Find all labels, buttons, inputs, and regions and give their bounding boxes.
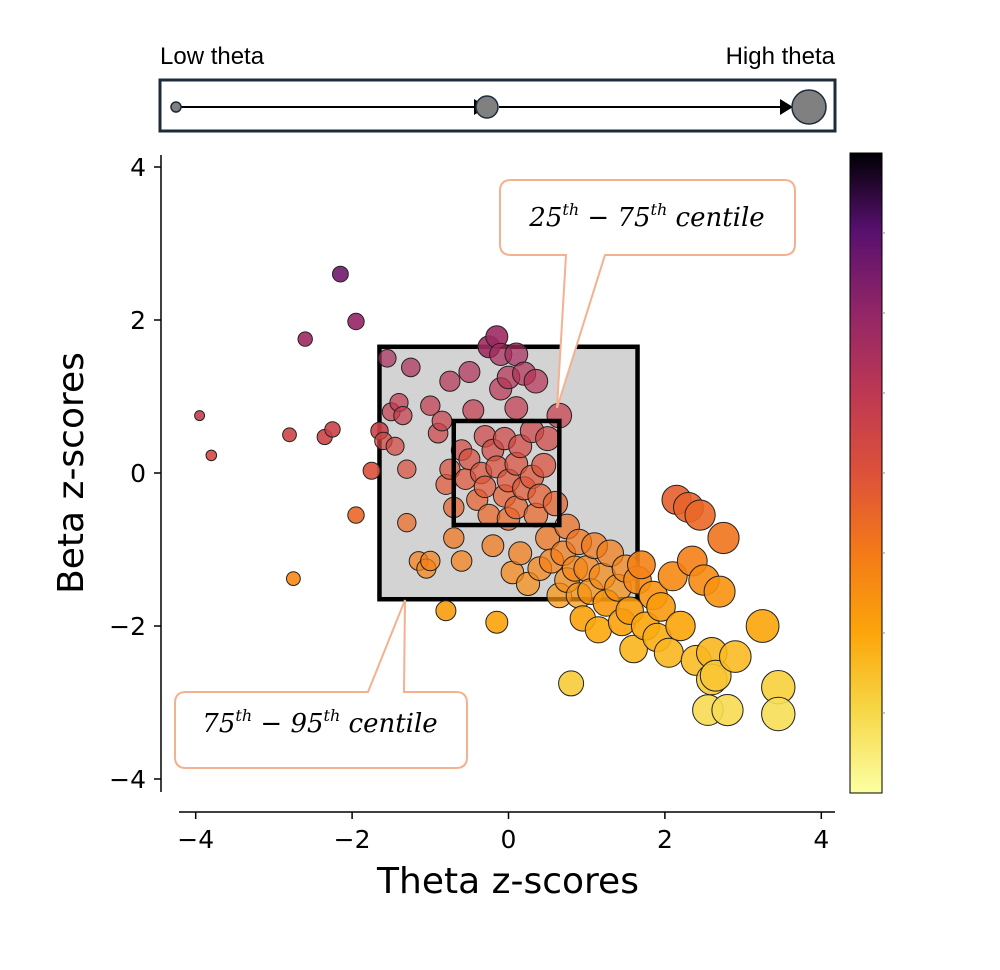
- callout-iqr-text: 25th − 75th centile: [528, 200, 764, 233]
- scatter-point: [761, 696, 796, 732]
- callout-outer-text: 75th − 95th centile: [202, 706, 437, 739]
- callout-outer: 75th − 95th centile: [174, 599, 468, 769]
- scatter-point: [531, 452, 557, 478]
- scatter-point: [420, 550, 441, 572]
- scatter-point: [401, 357, 421, 378]
- scatter-point: [397, 513, 417, 533]
- scatter-point: [542, 490, 569, 517]
- scatter-point: [324, 421, 341, 438]
- scatter-point: [347, 312, 365, 331]
- scatter-point: [362, 461, 381, 480]
- scatter-point: [508, 541, 533, 566]
- callout-iqr: 25th − 75th centile: [499, 179, 796, 409]
- y-axis-ticks: −4 −2 0 2 4: [109, 153, 161, 794]
- size-legend-small-marker: [170, 101, 182, 113]
- scatter-point: [439, 370, 461, 392]
- centile-box-rect: [451, 418, 562, 528]
- size-legend-high-label: High theta: [726, 43, 836, 70]
- scatter-point: [627, 550, 656, 580]
- x-tick-label: 4: [813, 825, 829, 854]
- scatter-point: [431, 410, 453, 432]
- scatter-point: [297, 331, 313, 347]
- scatter-point: [646, 592, 676, 622]
- scatter-point: [485, 610, 509, 634]
- y-tick-label: 2: [130, 306, 146, 335]
- scatter-point: [653, 637, 684, 668]
- size-legend-arrowhead-2: [780, 99, 793, 115]
- scatter-point: [703, 575, 736, 608]
- scatter-point: [477, 503, 501, 527]
- scatter-point: [707, 521, 740, 555]
- scatter-point: [699, 659, 732, 692]
- scatter-point: [378, 349, 397, 368]
- scatter-point: [286, 571, 301, 586]
- scatter-point: [535, 426, 561, 452]
- scatter-point: [584, 616, 613, 644]
- scatter-point: [684, 499, 716, 531]
- scatter-point: [282, 427, 297, 443]
- size-legend-medium-marker: [475, 95, 499, 119]
- x-tick-label: 2: [657, 825, 673, 854]
- x-tick-label: −4: [177, 825, 214, 854]
- scatter-point: [711, 694, 744, 727]
- x-tick-label: −2: [334, 825, 371, 854]
- centile-box-25-75: [451, 418, 562, 528]
- scatter-point: [385, 436, 405, 456]
- scatter-point: [332, 265, 349, 283]
- x-axis-label: Theta z-scores: [376, 861, 639, 902]
- callout-outer-bubble: [174, 599, 468, 769]
- scatter-point: [458, 361, 481, 383]
- scatter-point: [504, 396, 529, 420]
- scatter-point: [443, 527, 465, 549]
- scatter-point: [205, 449, 218, 462]
- x-axis-ticks: −4 −2 0 2 4: [177, 812, 829, 854]
- colorbar: [849, 152, 883, 794]
- size-legend: Low theta High theta: [158, 43, 837, 133]
- scatter-point: [420, 395, 441, 416]
- y-tick-label: −4: [109, 765, 146, 794]
- scatter-points: [194, 265, 796, 732]
- scatter-point: [665, 610, 696, 642]
- scatter-point: [194, 410, 206, 422]
- y-tick-label: 0: [130, 459, 146, 488]
- callout-iqr-bubble: [499, 179, 796, 409]
- y-tick-label: 4: [130, 153, 146, 182]
- x-tick-label: 0: [501, 825, 517, 854]
- colorbar-ticks: [882, 232, 885, 714]
- scatter-point: [347, 506, 365, 524]
- scatter-point: [435, 600, 457, 622]
- size-legend-large-marker: [791, 89, 827, 125]
- scatter-point: [450, 550, 473, 572]
- scatter-point: [481, 534, 505, 558]
- scatter-point: [393, 406, 413, 426]
- scatter-point: [397, 459, 417, 479]
- scatter-point: [462, 399, 485, 422]
- scatter-point: [523, 368, 549, 394]
- y-axis-label: Beta z-scores: [51, 352, 92, 594]
- scatter-point: [473, 475, 497, 499]
- size-legend-low-label: Low theta: [160, 43, 265, 70]
- y-tick-label: −2: [109, 612, 146, 641]
- scatter-point: [558, 670, 585, 697]
- scatter-point: [719, 640, 752, 673]
- scatter-point: [619, 634, 648, 664]
- scatter-point: [745, 609, 780, 643]
